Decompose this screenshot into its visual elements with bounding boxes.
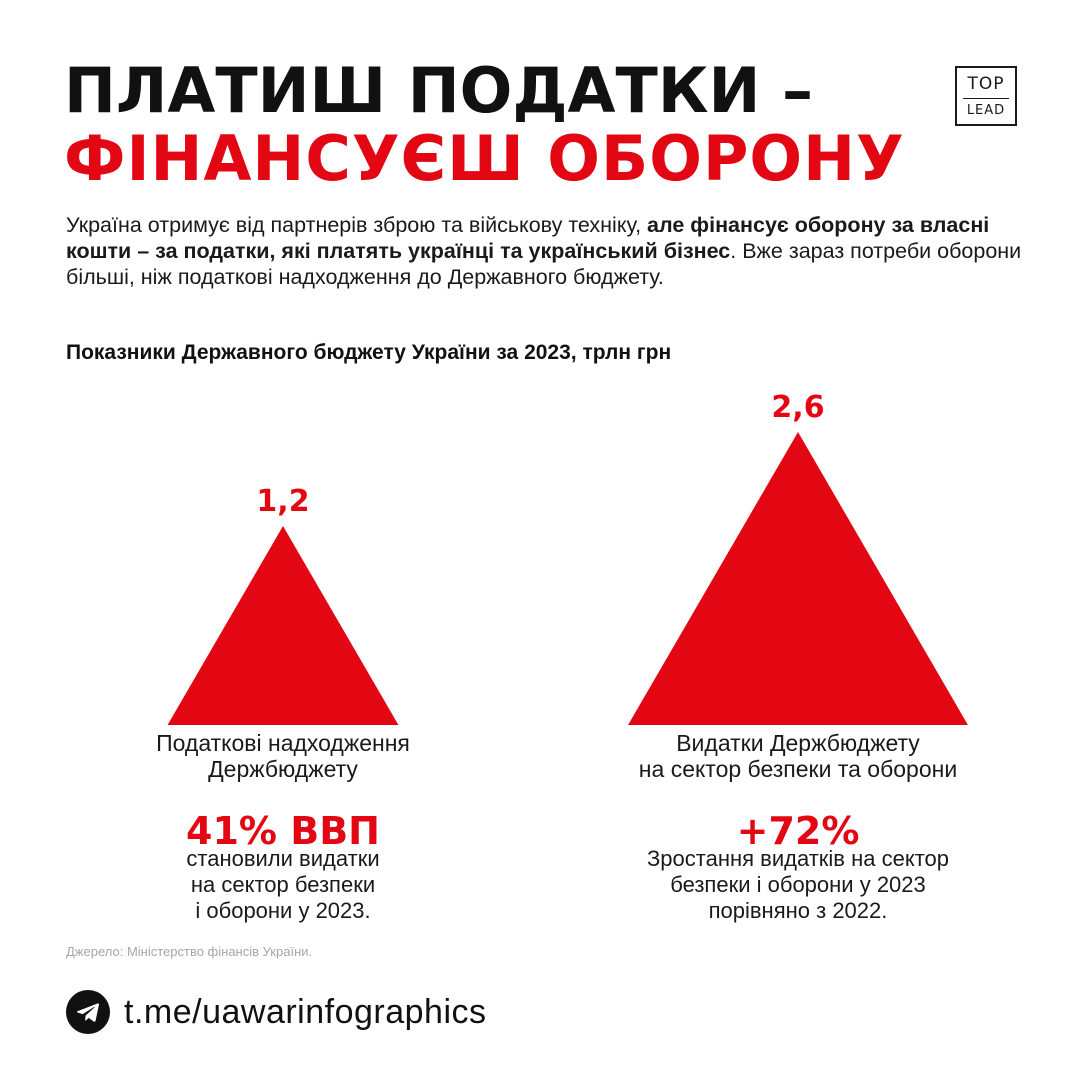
intro-paragraph: Україна отримує від партнерів зброю та в… — [66, 212, 1026, 290]
stat-description-line: Зростання видатків на сектор — [646, 846, 950, 871]
logo-top-text: TOP — [967, 73, 1005, 94]
telegram-channel-link[interactable]: t.me/uawarinfographics — [124, 992, 487, 1031]
triangle-mark-1 — [628, 432, 968, 725]
category-label-tax-revenue: Податкові надходження Держбюджету — [156, 730, 410, 782]
intro-text-1: Україна отримує від партнерів зброю та в… — [66, 213, 648, 237]
title-line-1: ПЛАТИШ ПОДАТКИ – — [64, 54, 813, 127]
category-label-line: Податкові надходження — [156, 730, 410, 756]
chart-title: Показники Державного бюджету України за … — [66, 341, 672, 364]
category-label-line: на сектор безпеки та оборони — [638, 756, 958, 782]
stat-description-line: на сектор безпеки — [190, 872, 376, 897]
stat-description-line: становили видатки — [186, 846, 380, 871]
triangle-mark-0 — [167, 525, 399, 725]
intro-bold-text: але фінансує оборону за власні кошти – з… — [66, 213, 990, 263]
stat-description-line: порівняно з 2022. — [708, 898, 888, 923]
stat-gdp-share-description: становили видатки на сектор безпеки і об… — [186, 846, 379, 924]
source-note: Джерело: Міністерство фінансів України. — [66, 944, 313, 959]
stat-description-line: безпеки і оборони у 2023 — [670, 872, 926, 897]
telegram-icon[interactable] — [66, 990, 110, 1034]
category-label-line: Держбюджету — [208, 756, 358, 782]
stat-description-line: і оборони у 2023. — [195, 898, 371, 923]
intro-text-2: . Вже зараз потреби оборони більші, ніж … — [66, 239, 1022, 289]
logo-bottom-text: LEAD — [966, 102, 1006, 118]
category-label-line: Видатки Держбюджету — [676, 730, 920, 756]
stat-gdp-share: 41% ВВП — [186, 809, 380, 853]
category-label-defense-spending: Видатки Держбюджету на сектор безпеки та… — [639, 730, 957, 782]
stat-growth: +72% — [736, 809, 860, 853]
logo-divider — [963, 97, 1009, 99]
title-line-2: ФІНАНСУЄШ ОБОРОНУ — [64, 122, 905, 195]
top-lead-logo: TOP LEAD — [955, 66, 1017, 126]
stat-growth-description: Зростання видатків на сектор безпеки і о… — [647, 846, 949, 924]
value-label-tax-revenue: 1,2 — [256, 483, 310, 519]
footer: t.me/uawarinfographics — [66, 990, 487, 1034]
value-label-defense-spending: 2,6 — [771, 390, 825, 425]
